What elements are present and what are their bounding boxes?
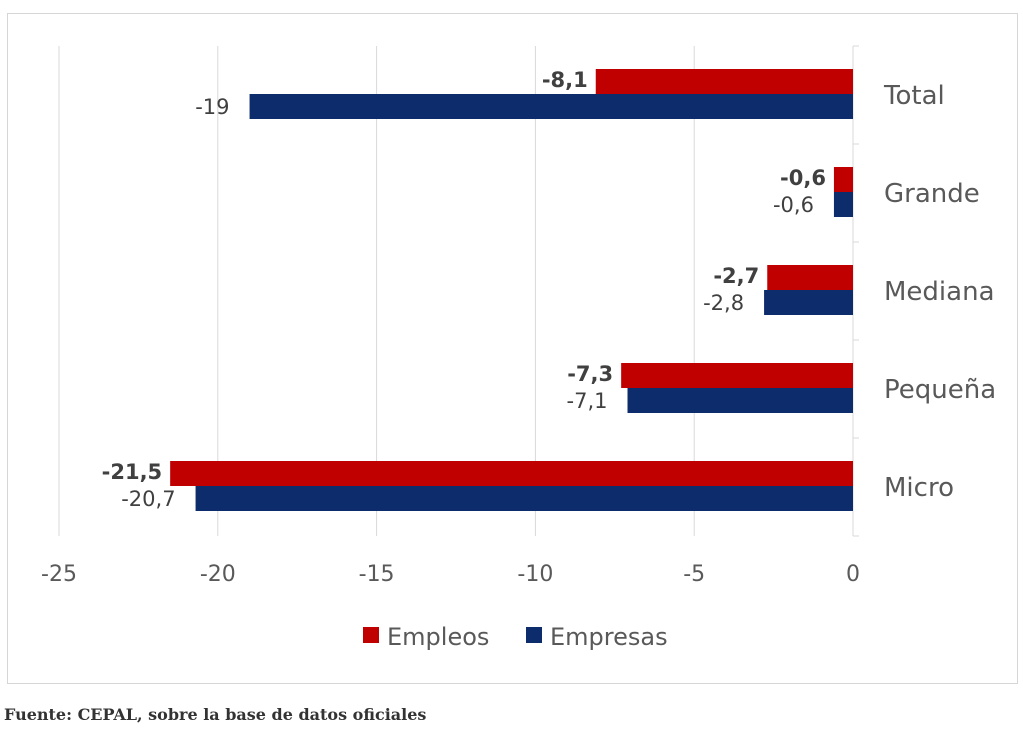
data-label-empleos: -8,1	[542, 68, 588, 92]
x-axis: -25 -20 -15 -10 -5 0	[41, 562, 860, 587]
bar-empleos	[170, 461, 853, 486]
data-label-empresas: -0,6	[773, 193, 814, 217]
x-tick-label: -5	[683, 562, 705, 587]
x-tick-label: 0	[846, 562, 860, 587]
data-label-empresas: -20,7	[121, 487, 175, 511]
data-label-empleos: -21,5	[102, 460, 163, 484]
legend-swatch	[363, 627, 379, 643]
category-axis: Total Grande Mediana Pequeña Micro	[853, 45, 996, 537]
x-tick-label: -10	[517, 562, 553, 587]
legend: Empleos Empresas	[363, 623, 668, 651]
x-tick-label: -25	[41, 562, 77, 587]
bar-empresas	[764, 290, 853, 315]
category-label: Total	[883, 81, 945, 111]
bars	[170, 69, 853, 511]
source-note: Fuente: CEPAL, sobre la base de datos of…	[4, 705, 427, 724]
bar-empleos	[595, 69, 853, 94]
data-label-empresas: -7,1	[567, 389, 608, 413]
category-label: Micro	[884, 473, 954, 503]
legend-swatch	[526, 627, 542, 643]
bar-empresas	[195, 486, 853, 511]
category-label: Mediana	[884, 277, 995, 307]
x-tick-label: -20	[200, 562, 236, 587]
bar-empleos	[833, 167, 853, 192]
data-label-empleos: -0,6	[780, 166, 826, 190]
x-tick-label: -15	[359, 562, 395, 587]
bar-empresas	[249, 94, 853, 119]
data-labels: -8,1 -19 -0,6 -0,6 -2,7 -2,8 -7,3 -7,1 -21,5 -20,…	[102, 68, 826, 511]
data-label-empleos: -2,7	[713, 264, 759, 288]
category-label: Pequeña	[884, 375, 996, 405]
data-label-empresas: -19	[195, 95, 229, 119]
legend-label: Empleos	[387, 623, 489, 651]
bar-empresas	[833, 192, 853, 217]
legend-label: Empresas	[550, 623, 668, 651]
data-label-empresas: -2,8	[703, 291, 744, 315]
data-label-empleos: -7,3	[567, 362, 613, 386]
category-label: Grande	[884, 179, 980, 209]
bar-empleos	[767, 265, 853, 290]
chart-frame	[7, 13, 1018, 684]
bar-empleos	[621, 363, 853, 388]
bar-empresas	[627, 388, 853, 413]
